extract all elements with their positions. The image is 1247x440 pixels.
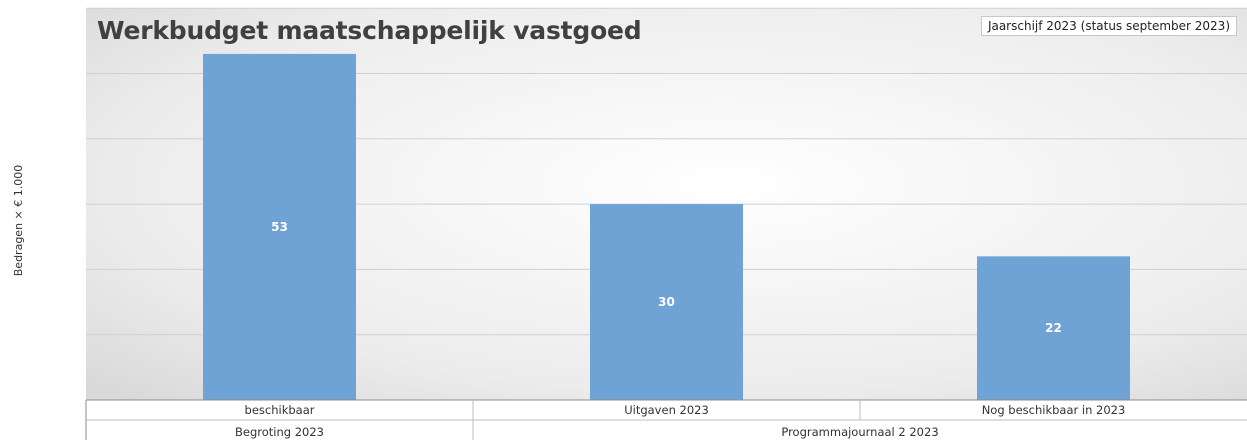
x-tick-label: Uitgaven 2023 [624,403,709,417]
x-tick-label: beschikbaar [245,403,315,417]
chart-subtitle: Jaarschijf 2023 (status september 2023) [980,16,1237,36]
x-tick-label: Nog beschikbaar in 2023 [982,403,1126,417]
y-axis-label-text: Bedragen × € 1.000 [12,164,26,276]
chart-title: Werkbudget maatschappelijk vastgoed [97,16,642,45]
data-label: 30 [658,295,675,309]
y-axis-label: Bedragen × € 1.000 [6,120,32,320]
x-group-label: Programmajournaal 2 2023 [781,425,938,439]
bar [590,204,743,400]
data-label: 53 [271,220,288,234]
x-group-label: Begroting 2023 [235,425,324,439]
bar [203,53,356,400]
bar [977,256,1130,400]
data-label: 22 [1045,321,1062,335]
